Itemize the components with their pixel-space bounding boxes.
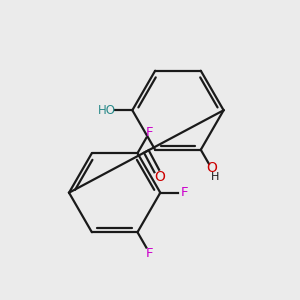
Text: H: H xyxy=(211,172,219,182)
Text: F: F xyxy=(146,126,153,139)
Text: F: F xyxy=(181,186,188,199)
Text: O: O xyxy=(154,170,165,184)
Text: HO: HO xyxy=(98,104,116,117)
Text: O: O xyxy=(206,161,217,176)
Text: F: F xyxy=(146,247,153,260)
